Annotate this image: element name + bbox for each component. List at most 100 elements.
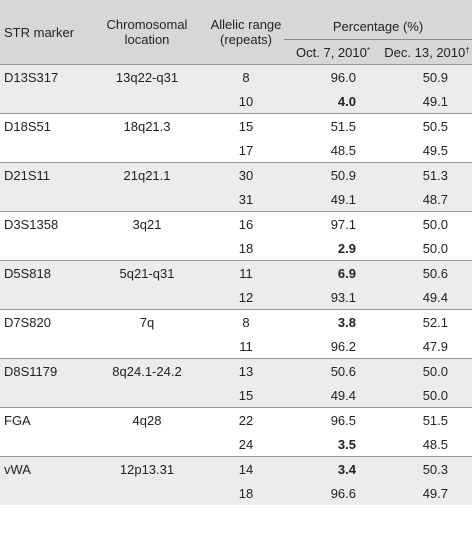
- table-row: 11 96.2 47.9: [0, 334, 472, 359]
- cell-chromosomal-location: 8q24.1-24.2: [86, 358, 208, 383]
- footnote-mark-dagger: †: [465, 45, 470, 55]
- cell-chromosomal-location: [86, 285, 208, 310]
- table-row: D18S51 18q21.3 15 51.5 50.5: [0, 113, 472, 138]
- cell-allelic-range: 10: [208, 89, 284, 114]
- cell-percentage-oct: 48.5: [330, 142, 356, 158]
- cell-str-marker: D18S51: [0, 113, 86, 138]
- cell-percentage-dec: 50.0: [382, 358, 472, 383]
- cell-chromosomal-location: 7q: [86, 309, 208, 334]
- cell-percentage-dec: 48.7: [382, 187, 472, 212]
- header-location-line2: location: [124, 32, 170, 47]
- cell-percentage-oct: 96.5: [284, 407, 382, 432]
- cell-allelic-range: 8: [208, 64, 284, 89]
- cell-percentage-oct: 93.1: [284, 285, 382, 310]
- cell-allelic-range: 24: [238, 436, 254, 452]
- cell-percentage-dec: 50.0: [382, 211, 472, 236]
- cell-percentage-oct: 6.9: [284, 260, 382, 285]
- table-row: 15 49.4 50.0: [0, 383, 472, 408]
- cell-str-marker: D5S818: [0, 260, 86, 285]
- cell-chromosomal-location: [86, 138, 208, 163]
- cell-percentage-dec: 50.5: [382, 113, 472, 138]
- cell-percentage-oct: 49.4: [284, 383, 382, 408]
- cell-str-marker: vWA: [0, 456, 86, 481]
- cell-allelic-range: 11: [239, 338, 253, 354]
- cell-percentage-dec: 51.5: [382, 407, 472, 432]
- table-body: D13S317 13q22-q31 8 96.0 50.9 10 4.0 49.1 D18S51…: [0, 64, 472, 505]
- cell-chromosomal-location: [86, 334, 208, 359]
- cell-percentage-oct: 96.0: [284, 64, 382, 89]
- cell-percentage-oct: 97.1: [284, 211, 382, 236]
- table-row: D7S820 7q 8 3.8 52.1: [0, 309, 472, 334]
- cell-allelic-range: 30: [208, 162, 284, 187]
- cell-allelic-range: 16: [208, 211, 284, 236]
- cell-percentage-oct: 3.8: [284, 309, 382, 334]
- cell-chromosomal-location: [86, 89, 208, 114]
- cell-allelic-range: 31: [208, 187, 284, 212]
- cell-str-marker: [0, 236, 86, 261]
- cell-allelic-range: 15: [208, 113, 284, 138]
- cell-chromosomal-location: 18q21.3: [86, 113, 208, 138]
- str-marker-table: STR marker Chromosomal location Allelic …: [0, 0, 472, 505]
- cell-allelic-range: 22: [208, 407, 284, 432]
- table-row: 10 4.0 49.1: [0, 89, 472, 114]
- cell-str-marker: [0, 432, 86, 457]
- cell-allelic-range: 12: [208, 285, 284, 310]
- table-row: FGA 4q28 22 96.5 51.5: [0, 407, 472, 432]
- header-date-dec: Dec. 13, 2010†: [382, 39, 472, 65]
- cell-percentage-dec: 50.0: [422, 240, 449, 256]
- cell-str-marker: D21S11: [0, 162, 86, 187]
- cell-percentage-dec: 50.0: [382, 383, 472, 408]
- cell-percentage-dec: 49.4: [382, 285, 472, 310]
- table-row: 18 96.6 49.7: [0, 481, 472, 505]
- cell-percentage-dec: 47.9: [422, 338, 449, 354]
- cell-str-marker: D13S317: [0, 64, 86, 89]
- cell-str-marker: [0, 334, 86, 359]
- cell-str-marker: D7S820: [0, 309, 86, 334]
- table-row: D13S317 13q22-q31 8 96.0 50.9: [0, 64, 472, 89]
- cell-str-marker: FGA: [0, 407, 86, 432]
- cell-str-marker: D3S1358: [0, 211, 86, 236]
- cell-chromosomal-location: 4q28: [86, 407, 208, 432]
- cell-chromosomal-location: 12p13.31: [86, 456, 208, 481]
- cell-str-marker: [0, 285, 86, 310]
- cell-allelic-range: 17: [238, 142, 254, 158]
- table-row: D8S1179 8q24.1-24.2 13 50.6 50.0: [0, 358, 472, 383]
- footnote-mark-asterisk: *: [366, 45, 370, 55]
- table-row: D3S1358 3q21 16 97.1 50.0: [0, 211, 472, 236]
- cell-allelic-range: 13: [208, 358, 284, 383]
- cell-chromosomal-location: [86, 383, 208, 408]
- cell-chromosomal-location: [86, 432, 208, 457]
- header-chromosomal-location: Chromosomal location: [86, 0, 208, 65]
- cell-chromosomal-location: 21q21.1: [86, 162, 208, 187]
- header-percentage: Percentage (%): [284, 0, 472, 40]
- cell-allelic-range: 18: [208, 481, 284, 505]
- cell-percentage-oct: 50.9: [284, 162, 382, 187]
- cell-chromosomal-location: [86, 187, 208, 212]
- table-row: 12 93.1 49.4: [0, 285, 472, 310]
- table-row: vWA 12p13.31 14 3.4 50.3: [0, 456, 472, 481]
- cell-percentage-dec: 49.5: [422, 142, 449, 158]
- cell-allelic-range: 8: [208, 309, 284, 334]
- cell-chromosomal-location: 3q21: [86, 211, 208, 236]
- cell-percentage-dec: 50.6: [382, 260, 472, 285]
- cell-allelic-range: 15: [208, 383, 284, 408]
- cell-percentage-oct: 50.6: [284, 358, 382, 383]
- table-row: D21S11 21q21.1 30 50.9 51.3: [0, 162, 472, 187]
- cell-str-marker: [0, 89, 86, 114]
- cell-percentage-oct: 4.0: [284, 89, 382, 114]
- header-allelic-range: Allelic range (repeats): [208, 0, 284, 65]
- cell-percentage-dec: 49.7: [382, 481, 472, 505]
- cell-percentage-dec: 50.9: [382, 64, 472, 89]
- cell-percentage-oct: 2.9: [337, 240, 356, 256]
- header-date-oct: Oct. 7, 2010*: [284, 39, 382, 65]
- cell-chromosomal-location: 5q21-q31: [86, 260, 208, 285]
- cell-percentage-dec: 50.3: [382, 456, 472, 481]
- cell-chromosomal-location: 13q22-q31: [86, 64, 208, 89]
- header-location-line1: Chromosomal: [106, 17, 188, 32]
- cell-percentage-oct: 96.6: [284, 481, 382, 505]
- cell-allelic-range: 18: [238, 240, 254, 256]
- cell-percentage-oct: 51.5: [284, 113, 382, 138]
- cell-percentage-oct: 3.4: [284, 456, 382, 481]
- header-str-marker: STR marker: [0, 0, 86, 65]
